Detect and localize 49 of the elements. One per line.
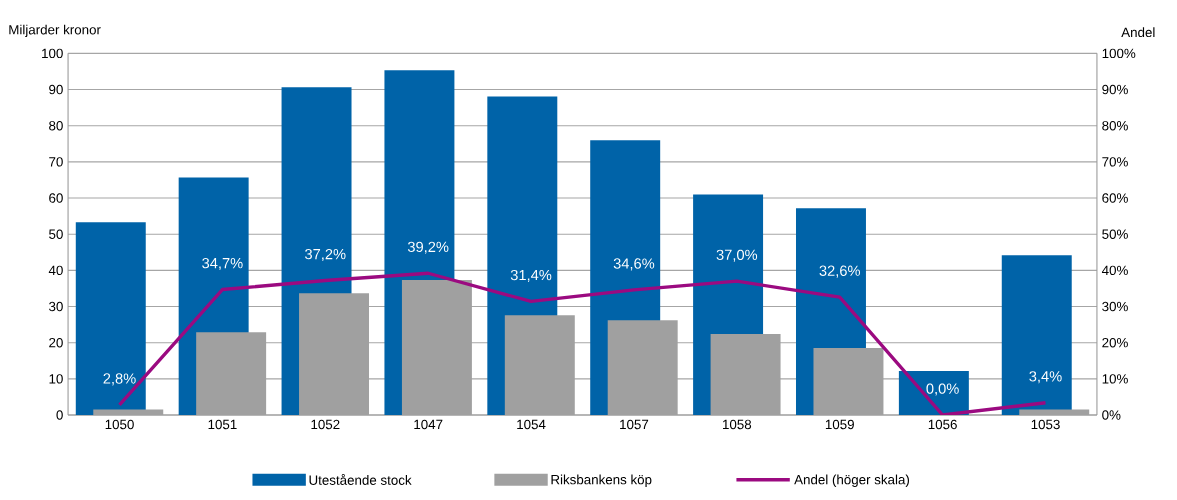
y-tick-label: 40 bbox=[48, 265, 63, 275]
x-tick-label: 1057 bbox=[620, 419, 649, 429]
x-tick-label: 1047 bbox=[414, 419, 443, 429]
y-tick-label: 60 bbox=[49, 193, 63, 203]
y-tick-label: 70 bbox=[49, 156, 63, 167]
data-label: 34,7% bbox=[202, 257, 243, 270]
data-label: 32,6% bbox=[819, 265, 860, 278]
y-tick-label: 0 bbox=[56, 410, 63, 420]
bar bbox=[1001, 254, 1072, 415]
y-tick-label: 100 bbox=[42, 48, 63, 58]
y-tick-label: 10 bbox=[49, 373, 63, 384]
legend-label: Riksbankens köp bbox=[551, 474, 652, 487]
y-tick-label: 90 bbox=[49, 84, 63, 95]
x-tick-label: 1051 bbox=[208, 419, 237, 429]
bar bbox=[75, 222, 146, 415]
y2-tick-label: 30% bbox=[1102, 301, 1128, 312]
data-label: 37,2% bbox=[305, 248, 346, 261]
y-tick-label: 30 bbox=[49, 301, 63, 312]
y-tick-label: 50 bbox=[49, 229, 63, 239]
y-tick-label: 20 bbox=[49, 337, 63, 348]
x-tick-label: 1052 bbox=[311, 419, 340, 429]
y2-axis-title: Andel bbox=[1121, 27, 1155, 37]
data-label: 31,4% bbox=[510, 269, 552, 282]
y2-tick-label: 40% bbox=[1101, 265, 1128, 275]
y2-tick-label: 10% bbox=[1102, 373, 1128, 384]
y2-tick-label: 0% bbox=[1102, 410, 1121, 420]
y2-tick-label: 80% bbox=[1102, 120, 1128, 131]
y2-tick-label: 20% bbox=[1102, 337, 1128, 348]
data-label: 39,2% bbox=[407, 241, 449, 254]
x-tick-label: 1056 bbox=[928, 419, 957, 429]
y2-tick-label: 60% bbox=[1102, 193, 1128, 203]
y2-tick-label: 90% bbox=[1102, 84, 1128, 95]
x-tick-label: 1053 bbox=[1031, 419, 1060, 429]
x-tick-label: 1059 bbox=[825, 419, 854, 429]
y-axis-title: Miljarder kronor bbox=[9, 24, 101, 37]
legend-label: Andel (höger skala) bbox=[794, 474, 909, 487]
y2-tick-label: 100% bbox=[1102, 48, 1136, 58]
y2-tick-label: 50% bbox=[1102, 229, 1128, 239]
x-tick-label: 1054 bbox=[517, 419, 546, 429]
x-tick-label: 1050 bbox=[105, 419, 134, 429]
data-label: 37,0% bbox=[716, 249, 758, 262]
data-label: 34,6% bbox=[613, 258, 655, 271]
y2-tick-label: 70% bbox=[1102, 156, 1128, 167]
y-tick-label: 80 bbox=[49, 120, 63, 131]
legend-label: Utestående stock bbox=[309, 473, 412, 485]
data-label: 3,4% bbox=[1029, 370, 1062, 384]
data-label: 2,8% bbox=[103, 373, 136, 386]
data-label: 0,0% bbox=[926, 383, 959, 396]
x-tick-label: 1058 bbox=[723, 419, 752, 429]
